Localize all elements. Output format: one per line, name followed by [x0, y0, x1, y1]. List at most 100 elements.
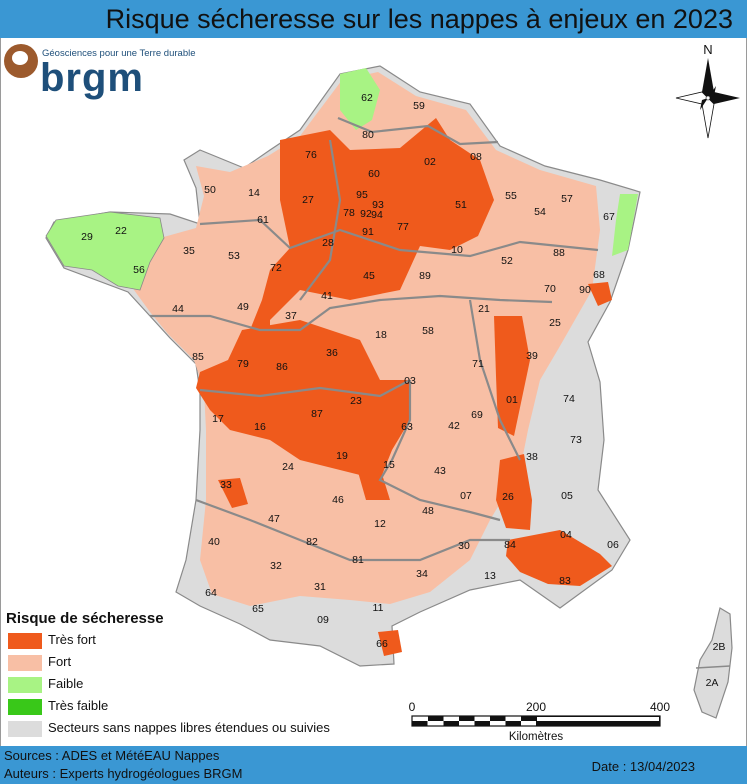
- department-label-2B: 2B: [713, 641, 726, 653]
- legend-item-low: Faible: [4, 674, 344, 696]
- department-label-50: 50: [204, 184, 216, 196]
- department-label-33: 33: [220, 479, 232, 491]
- zone-very-high-quercy: [358, 472, 390, 500]
- department-label-88: 88: [553, 247, 565, 259]
- department-label-76: 76: [305, 149, 317, 161]
- department-label-84: 84: [504, 539, 516, 551]
- department-label-17: 17: [212, 413, 224, 425]
- zone-low-north: [340, 68, 380, 130]
- scale-unit-label: Kilomètres: [509, 731, 564, 743]
- brgm-logo: Géosciences pour une Terre durable brgm: [4, 44, 204, 104]
- footer-authors: Auteurs : Experts hydrogéologues BRGM: [4, 766, 243, 781]
- department-label-08: 08: [470, 151, 482, 163]
- corsica-border: [695, 665, 731, 669]
- department-label-70: 70: [544, 283, 556, 295]
- department-label-35: 35: [183, 245, 195, 257]
- department-label-68: 68: [593, 269, 605, 281]
- department-label-23: 23: [350, 395, 362, 407]
- department-label-86: 86: [276, 361, 288, 373]
- department-label-54: 54: [534, 206, 546, 218]
- legend-item-very-high: Très fort: [4, 630, 344, 652]
- department-label-90: 90: [579, 284, 591, 296]
- department-label-85: 85: [192, 351, 204, 363]
- department-label-61: 61: [257, 214, 269, 226]
- department-label-39: 39: [526, 350, 538, 362]
- department-label-79: 79: [237, 358, 249, 370]
- department-label-22: 22: [115, 225, 127, 237]
- department-label-13: 13: [484, 570, 496, 582]
- department-label-30: 30: [458, 540, 470, 552]
- department-label-04: 04: [560, 529, 572, 541]
- legend-swatch: [8, 633, 42, 649]
- legend-swatch: [8, 677, 42, 693]
- department-label-28: 28: [322, 237, 334, 249]
- compass-north-label: N: [703, 42, 712, 57]
- department-label-06: 06: [607, 539, 619, 551]
- department-label-19: 19: [336, 450, 348, 462]
- department-label-57: 57: [561, 193, 573, 205]
- department-label-92: 92: [360, 208, 372, 220]
- zone-very-high-gironde: [218, 478, 248, 508]
- scale-tick-400: 400: [650, 700, 670, 714]
- department-label-16: 16: [254, 421, 266, 433]
- department-label-89: 89: [419, 270, 431, 282]
- logo-tagline: Géosciences pour une Terre durable: [42, 48, 196, 59]
- department-label-94: 94: [371, 209, 383, 221]
- department-label-81: 81: [352, 554, 364, 566]
- legend-item-none: Secteurs sans nappes libres étendues ou …: [4, 718, 344, 740]
- zone-very-high-belfort: [588, 282, 612, 306]
- department-label-66: 66: [376, 638, 388, 650]
- legend-swatch: [8, 721, 42, 737]
- department-label-32: 32: [270, 560, 282, 572]
- legend-item-very-low: Très faible: [4, 696, 344, 718]
- department-label-46: 46: [332, 494, 344, 506]
- department-label-29: 29: [81, 231, 93, 243]
- department-label-42: 42: [448, 420, 460, 432]
- department-label-07: 07: [460, 490, 472, 502]
- department-label-53: 53: [228, 250, 240, 262]
- department-label-93: 93: [372, 199, 384, 211]
- department-label-55: 55: [505, 190, 517, 202]
- footer-date: Date : 13/04/2023: [591, 759, 695, 774]
- scale-tick-0: 0: [409, 700, 416, 714]
- region-borders: [150, 116, 599, 562]
- department-label-44: 44: [172, 303, 184, 315]
- department-label-38: 38: [526, 451, 538, 463]
- department-label-48: 48: [422, 505, 434, 517]
- legend-label: Fort: [48, 654, 72, 669]
- zone-very-high-rhone: [494, 316, 530, 436]
- department-label-63: 63: [401, 421, 413, 433]
- department-label-71: 71: [472, 358, 484, 370]
- department-label-15: 15: [383, 459, 395, 471]
- department-label-73: 73: [570, 434, 582, 446]
- department-label-60: 60: [368, 168, 380, 180]
- department-label-83: 83: [559, 575, 571, 587]
- department-label-78: 78: [343, 207, 355, 219]
- legend-label: Très faible: [48, 698, 109, 713]
- department-label-40: 40: [208, 536, 220, 548]
- map-title: Risque sécheresse sur les nappes à enjeu…: [0, 0, 747, 38]
- department-label-36: 36: [326, 347, 338, 359]
- footer-sources: Sources : ADES et MétéEAU Nappes: [4, 748, 220, 763]
- department-label-49: 49: [237, 301, 249, 313]
- legend-swatch: [8, 699, 42, 715]
- scale-bar: [411, 715, 661, 727]
- compass-rose-icon: [675, 58, 740, 139]
- department-label-27: 27: [302, 194, 314, 206]
- department-label-26: 26: [502, 491, 514, 503]
- logo-name: brgm: [40, 56, 144, 100]
- legend-label: Secteurs sans nappes libres étendues ou …: [48, 720, 330, 735]
- department-label-64: 64: [205, 587, 217, 599]
- department-label-2A: 2A: [706, 677, 719, 689]
- department-label-41: 41: [321, 290, 333, 302]
- department-label-51: 51: [455, 199, 467, 211]
- department-label-69: 69: [471, 409, 483, 421]
- department-label-58: 58: [422, 325, 434, 337]
- department-label-18: 18: [375, 329, 387, 341]
- department-label-24: 24: [282, 461, 294, 473]
- zone-very-high-drome: [496, 454, 532, 530]
- zone-very-high-roussillon: [378, 630, 402, 656]
- department-label-43: 43: [434, 465, 446, 477]
- corsica-map: [693, 607, 733, 719]
